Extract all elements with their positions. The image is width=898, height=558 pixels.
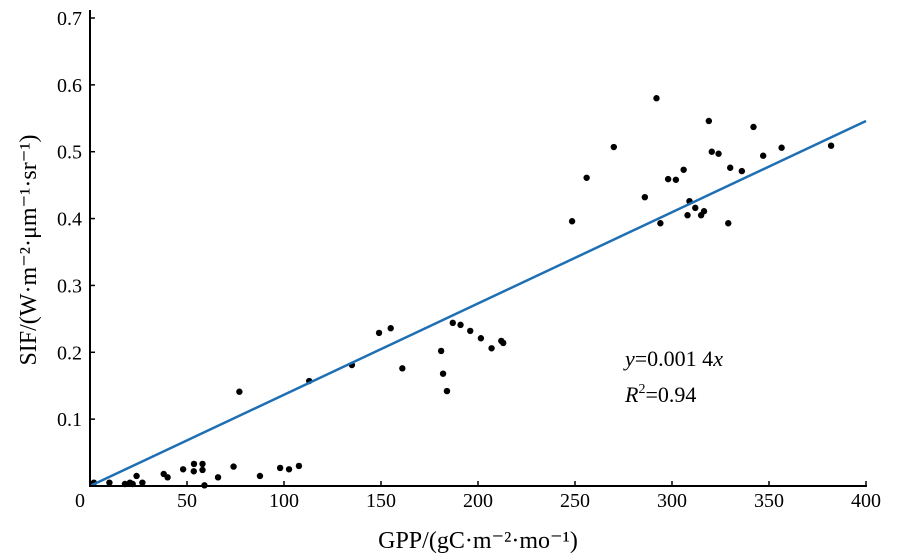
data-point (285, 466, 293, 473)
data-point (653, 95, 660, 102)
x-tick-label: 150 (366, 490, 396, 512)
data-point (457, 321, 464, 329)
data-point (750, 123, 757, 131)
eq-mid: =0.001 4 (635, 346, 713, 371)
y-axis-title: SIF/(W·m⁻²·μm⁻¹·sr⁻¹) (16, 134, 42, 365)
data-point (467, 327, 474, 335)
data-point (443, 387, 451, 395)
r2-r: R (624, 382, 639, 407)
data-point (133, 472, 140, 480)
x-tick-label: 50 (177, 490, 197, 512)
x-tick-label: 250 (560, 490, 590, 512)
data-point (738, 167, 746, 175)
r-squared: R2=0.94 (624, 382, 696, 407)
r2-sup: 2 (638, 382, 645, 397)
data-point (190, 468, 197, 475)
data-point (439, 370, 447, 377)
data-point (449, 319, 456, 327)
data-point (230, 463, 237, 470)
data-point (139, 479, 146, 486)
data-point (684, 212, 691, 219)
data-point (106, 479, 113, 486)
r2-value: =0.94 (645, 382, 696, 407)
data-point (727, 164, 734, 171)
data-point (827, 142, 835, 149)
y-tick-label: 0.5 (57, 142, 82, 164)
eq-x: x (712, 346, 723, 371)
data-point (705, 117, 713, 125)
data-point (700, 208, 708, 215)
data-point (680, 166, 687, 173)
data-points (90, 95, 835, 489)
data-point (583, 174, 590, 181)
data-point (657, 220, 664, 227)
x-tick-label: 400 (851, 490, 881, 512)
data-point (276, 464, 284, 472)
x-tick-label: 200 (463, 490, 493, 512)
data-point (295, 462, 303, 470)
regression-line (89, 119, 867, 488)
y-tick-label: 0.4 (57, 209, 82, 231)
data-point (179, 466, 187, 473)
data-point (477, 335, 485, 342)
y-tick-label: 0.7 (57, 8, 82, 30)
data-point (641, 193, 649, 201)
x-axis-title: GPP/(gC·m⁻²·mo⁻¹) (378, 528, 578, 554)
data-point (500, 339, 507, 347)
data-point (664, 175, 672, 183)
data-point (692, 204, 699, 212)
data-point (399, 365, 406, 372)
data-point (387, 325, 394, 332)
data-point (375, 329, 383, 337)
data-point (437, 347, 445, 355)
data-point (190, 460, 198, 468)
data-point (199, 460, 206, 468)
x-tick-label: 0 (75, 490, 85, 512)
y-tick-label: 0.6 (57, 75, 82, 97)
data-point (236, 388, 243, 395)
x-tick-label: 300 (657, 490, 687, 512)
data-point (568, 218, 576, 225)
data-point (199, 466, 206, 474)
data-point (778, 144, 785, 151)
data-point (708, 148, 715, 155)
data-point (214, 474, 222, 481)
x-tick-label: 100 (269, 490, 299, 512)
x-ticks: 0 50 100 150 200 250 300 350 400 (75, 481, 881, 512)
data-point (715, 150, 722, 157)
y-ticks: 0.1 0.2 0.3 0.4 0.5 0.6 0.7 (57, 8, 95, 431)
data-point (759, 152, 767, 159)
data-point (725, 220, 732, 227)
y-tick-label: 0.3 (57, 275, 82, 297)
data-point (164, 474, 171, 481)
y-tick-label: 0.2 (57, 342, 82, 364)
data-point (256, 472, 264, 480)
y-tick-label: 0.1 (57, 409, 82, 431)
data-point (672, 176, 680, 183)
data-point (610, 143, 617, 151)
eq-y: y (623, 346, 635, 371)
regression-equation: y=0.001 4x (623, 346, 723, 371)
x-tick-label: 350 (754, 490, 784, 512)
data-point (488, 345, 495, 352)
